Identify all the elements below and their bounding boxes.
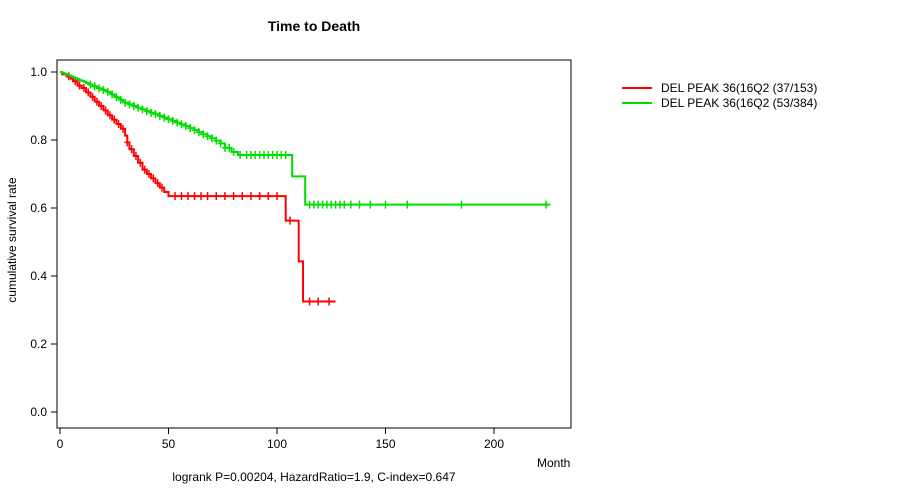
- legend-item-red: DEL PEAK 36(16Q2 (37/153): [622, 80, 817, 95]
- x-tick-label: 100: [267, 437, 287, 451]
- x-tick-label: 50: [162, 437, 176, 451]
- y-tick-label: 0.0: [30, 405, 47, 419]
- chart-title: Time to Death: [267, 18, 361, 34]
- y-tick-label: 0.4: [30, 269, 47, 283]
- legend: DEL PEAK 36(16Q2 (37/153) DEL PEAK 36(16Q…: [622, 80, 817, 110]
- legend-line-icon: [622, 86, 652, 89]
- y-tick-label: 0.8: [30, 133, 47, 147]
- legend-label: DEL PEAK 36(16Q2 (53/384): [661, 95, 818, 110]
- x-axis-label: Month: [537, 456, 571, 470]
- y-tick-label: 0.2: [30, 337, 47, 351]
- legend-line-icon: [622, 101, 652, 104]
- plot-box: [56, 59, 572, 429]
- x-tick-label: 0: [57, 437, 64, 451]
- survival-curve-green: [60, 71, 551, 206]
- y-tick-label: 0.6: [30, 201, 47, 215]
- y-tick-label: 1.0: [30, 65, 47, 79]
- x-tick-label: 200: [484, 437, 504, 451]
- legend-label: DEL PEAK 36(16Q2 (37/153): [661, 80, 818, 95]
- stats-footnote: logrank P=0.00204, HazardRatio=1.9, C-in…: [172, 470, 456, 484]
- x-tick-label: 150: [375, 437, 395, 451]
- legend-item-green: DEL PEAK 36(16Q2 (53/384): [622, 95, 817, 110]
- y-axis-label: cumulative survival rate: [5, 177, 19, 303]
